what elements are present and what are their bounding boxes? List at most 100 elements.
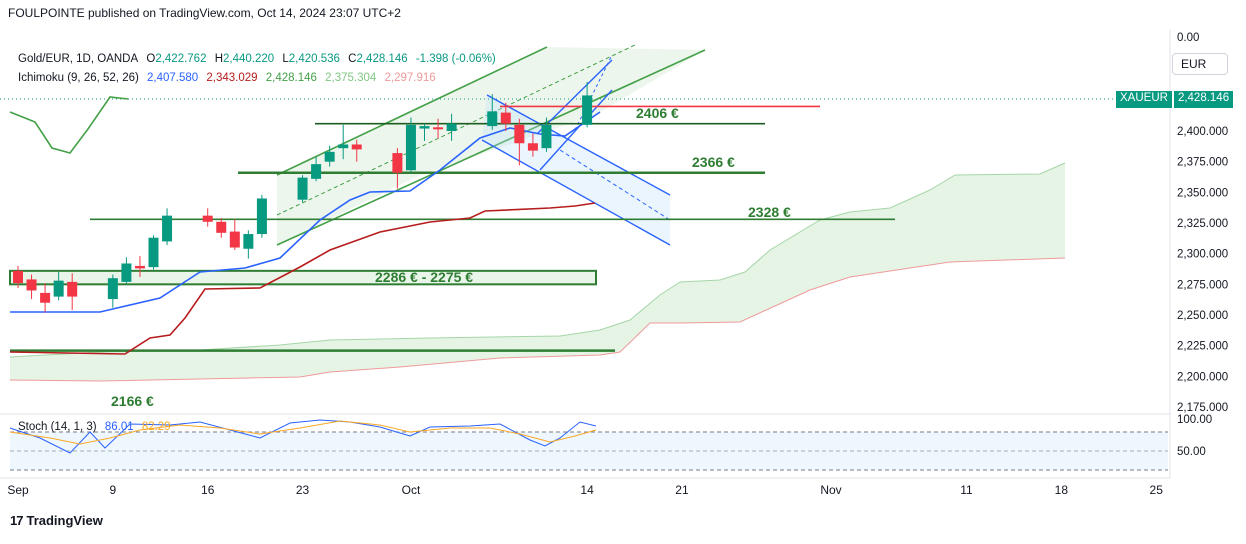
candle-body [148, 237, 159, 268]
ichimoku-span-a-line [9, 162, 1066, 358]
tradingview-logo[interactable]: 17 TradingView [10, 513, 103, 528]
ichimoku-kijun-value: 2,343.029 [206, 72, 258, 84]
level-label-2366: 2366 € [692, 154, 735, 170]
candle[interactable] [202, 208, 213, 227]
candle[interactable] [256, 194, 267, 238]
ichimoku-span-b-line [9, 257, 1066, 382]
tradingview-logo-icon: 17 [10, 513, 24, 528]
candle[interactable] [162, 208, 173, 246]
stoch-band [10, 432, 1168, 470]
ichimoku-label[interactable]: Ichimoku (9, 26, 52, 26) [18, 72, 139, 84]
open-value: 2,422.762 [155, 53, 207, 65]
x-axis-tick-label: Sep [7, 483, 29, 497]
candle[interactable] [582, 81, 593, 128]
candle[interactable] [487, 94, 498, 130]
candle-body [582, 95, 593, 125]
candle[interactable] [216, 218, 227, 238]
ichimoku-cloud [10, 163, 1065, 381]
candle-body [392, 153, 403, 173]
stoch-label[interactable]: Stoch (14, 1, 3) [18, 421, 97, 433]
candle-body [514, 124, 525, 144]
candle[interactable] [405, 117, 416, 173]
falling-channel-lower [481, 139, 671, 246]
candle[interactable] [13, 265, 23, 289]
candle[interactable] [419, 123, 430, 141]
last-price-tag: XAUEUR 2,428.146 [1116, 91, 1234, 108]
y-axis-tick-label: 0.00 [1177, 32, 1199, 44]
candle[interactable] [107, 274, 118, 308]
candle[interactable] [500, 102, 511, 131]
stoch-legend: Stoch (14, 1, 3) 86.01 82.29 [18, 421, 171, 433]
ichimoku-legend: Ichimoku (9, 26, 52, 26) 2,407.580 2,343… [18, 72, 436, 84]
open-label: O [146, 53, 156, 65]
candle[interactable] [527, 133, 538, 157]
currency-button[interactable]: EUR [1172, 53, 1228, 75]
candle[interactable] [40, 283, 51, 313]
stoch-k-value: 86.01 [104, 421, 134, 433]
candle[interactable] [53, 272, 64, 301]
candle-body [446, 123, 457, 131]
ichimoku-spanA-value: 2,375.304 [325, 72, 377, 84]
y-axis-tick-label: 2,175.000 [1177, 402, 1228, 414]
price-tag-symbol: XAUEUR [1116, 91, 1172, 108]
x-axis-tick-label: Oct [402, 483, 421, 497]
stoch-axis-100: 100.00 [1177, 414, 1212, 426]
candle-body [419, 126, 430, 129]
y-axis-tick-label: 2,225.000 [1177, 341, 1228, 353]
candle[interactable] [243, 230, 254, 259]
candle[interactable] [351, 139, 362, 162]
low-label: L [282, 53, 289, 65]
y-axis-tick-label: 2,375.000 [1177, 157, 1228, 169]
level-zone-2286-2275 [9, 269, 597, 286]
high-value: 2,440.220 [223, 53, 275, 65]
candle[interactable] [446, 113, 457, 141]
candle-body [216, 221, 227, 233]
candle-body [338, 144, 349, 149]
level-label-2406: 2406 € [636, 105, 679, 121]
breakout-channel-upper [537, 59, 613, 134]
stoch-axis-50: 50.00 [1177, 446, 1206, 458]
candle[interactable] [392, 148, 403, 189]
ichimoku-chikou-value: 2,428.146 [265, 72, 317, 84]
y-axis-tick-label: 2,275.000 [1177, 279, 1228, 291]
candle[interactable] [541, 117, 552, 152]
candle-body [500, 112, 511, 124]
tradingview-logo-text: TradingView [26, 513, 103, 528]
candle[interactable] [338, 124, 349, 160]
candle[interactable] [297, 175, 308, 203]
candle-body [134, 265, 145, 269]
candle-body [297, 177, 308, 200]
y-axis-tick-label: 2,325.000 [1177, 218, 1228, 230]
candle-body [324, 151, 335, 162]
x-axis-tick-label: 14 [580, 483, 594, 497]
candle[interactable] [514, 118, 525, 166]
candle[interactable] [121, 257, 132, 285]
candle[interactable] [148, 235, 159, 270]
candle[interactable] [67, 273, 78, 311]
level-label-2286-2275: 2286 € - 2275 € [375, 269, 473, 285]
y-axis-tick-label: 2,400.000 [1177, 126, 1228, 138]
symbol-label[interactable]: Gold/EUR, 1D, OANDA [18, 53, 139, 65]
candle-body [26, 279, 37, 291]
candle-body [107, 278, 118, 300]
candle-body [527, 143, 538, 151]
candle-body [243, 234, 254, 249]
candle-body [121, 263, 132, 282]
low-value: 2,420.536 [288, 53, 340, 65]
candle[interactable] [433, 118, 444, 139]
level-label-2166: 2166 € [111, 393, 154, 409]
channel-lower-line [276, 49, 706, 246]
candle-body [433, 127, 444, 130]
close-label: C [348, 53, 357, 65]
candle[interactable] [311, 156, 322, 182]
y-axis-tick-label: 2,250.000 [1177, 310, 1228, 322]
candle[interactable] [134, 256, 145, 277]
candle[interactable] [324, 145, 335, 167]
candle[interactable] [26, 274, 37, 300]
breakout-channel-lower [539, 89, 613, 171]
x-axis-tick-label: 21 [675, 483, 689, 497]
candle[interactable] [229, 219, 240, 250]
x-axis-tick-label: 23 [296, 483, 310, 497]
